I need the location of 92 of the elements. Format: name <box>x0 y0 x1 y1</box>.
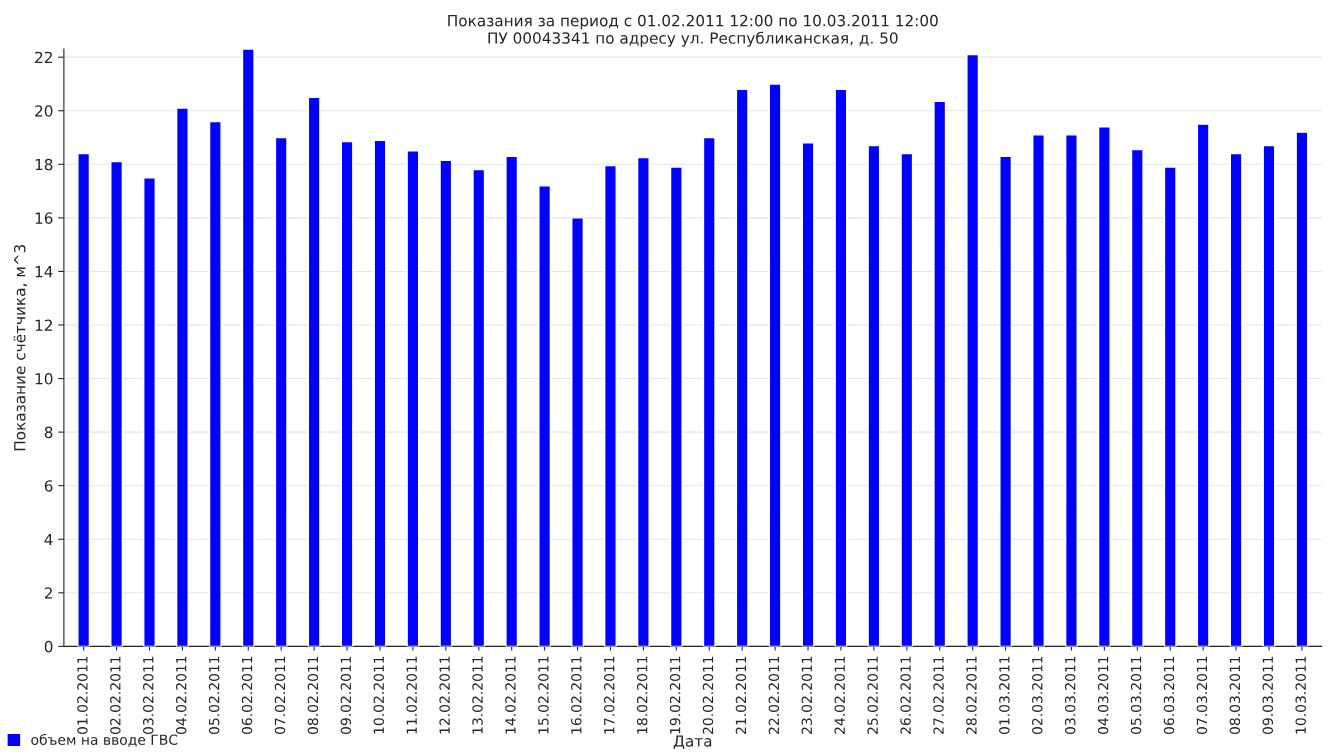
x-tick-label: 01.03.2011 <box>999 656 1010 735</box>
x-tick-label: 02.03.2011 <box>1032 656 1043 735</box>
x-tick-label: 27.02.2011 <box>933 656 944 734</box>
y-tick-label: 0 <box>44 640 53 653</box>
x-tick-label: 21.02.2011 <box>735 656 747 734</box>
bar <box>900 152 914 647</box>
bar <box>966 53 980 647</box>
x-tick-label: 28.02.2011 <box>966 656 977 734</box>
x-tick-label: 05.02.2011 <box>208 656 220 735</box>
y-axis-title: Показание счётчика, м^3 <box>13 244 28 451</box>
x-tick-label: 06.02.2011 <box>241 656 253 735</box>
bar <box>505 155 519 647</box>
y-tick-label: 4 <box>44 533 53 546</box>
x-tick-label: 07.02.2011 <box>274 656 286 735</box>
x-tick-label: 11.02.2011 <box>406 656 417 734</box>
bar <box>307 96 321 647</box>
y-tick-label: 6 <box>44 480 53 492</box>
bar <box>1064 134 1078 647</box>
bar <box>538 185 552 647</box>
y-tick-label: 12 <box>35 319 52 331</box>
x-tick-label: 09.02.2011 <box>340 656 352 735</box>
bar <box>1295 131 1309 647</box>
x-tick-label: 06.03.2011 <box>1163 656 1175 735</box>
bar <box>867 144 881 647</box>
x-tick-label: 07.03.2011 <box>1196 656 1208 735</box>
bar <box>274 136 288 647</box>
y-tick-label: 2 <box>44 587 52 599</box>
x-tick-label: 08.03.2011 <box>1229 656 1241 735</box>
x-tick-label: 13.02.2011 <box>472 656 483 734</box>
legend-label: объем на вводе ГВС <box>31 733 178 747</box>
bar <box>1032 134 1045 647</box>
y-tick-label: 14 <box>35 266 53 278</box>
x-tick-label: 20.02.2011 <box>702 656 714 734</box>
x-tick-label: 19.02.2011 <box>669 656 681 734</box>
x-tick-label: 15.02.2011 <box>538 656 549 734</box>
y-tick-label: 22 <box>35 51 52 63</box>
x-axis-title: Дата <box>673 735 712 749</box>
bar <box>999 155 1013 647</box>
x-tick-label: 05.03.2011 <box>1130 656 1142 735</box>
bar <box>406 150 420 647</box>
bar <box>669 166 683 647</box>
x-tick-label: 08.02.2011 <box>307 656 319 735</box>
bar <box>834 88 848 647</box>
bar <box>77 152 91 647</box>
x-tick-label: 26.02.2011 <box>900 656 911 734</box>
x-tick-label: 04.03.2011 <box>1097 656 1109 735</box>
x-tick-label: 22.02.2011 <box>768 656 780 734</box>
x-tick-label: 14.02.2011 <box>505 656 516 734</box>
bar <box>1229 152 1243 647</box>
x-tick-label: 25.02.2011 <box>867 656 878 734</box>
bar <box>768 83 782 647</box>
y-tick-label: 8 <box>44 426 53 439</box>
x-tick-label: 24.02.2011 <box>834 656 845 734</box>
bar <box>472 168 486 647</box>
y-tick-label: 18 <box>35 158 53 171</box>
bar <box>1262 144 1276 647</box>
bar <box>1163 166 1177 647</box>
x-tick-label: 18.02.2011 <box>636 656 648 734</box>
bar <box>801 142 815 647</box>
x-tick-label: 03.03.2011 <box>1064 656 1076 735</box>
x-tick-label: 01.02.2011 <box>77 656 88 735</box>
x-tick-label: 16.02.2011 <box>571 656 582 734</box>
x-tick-label: 09.03.2011 <box>1262 656 1274 735</box>
y-tick-label: 10 <box>35 373 53 385</box>
bar <box>571 217 584 647</box>
bar <box>933 100 947 647</box>
x-tick-label: 23.02.2011 <box>801 656 813 734</box>
bar <box>175 107 189 647</box>
y-tick-label: 16 <box>35 212 53 224</box>
bar <box>1130 148 1144 647</box>
x-tick-label: 04.02.2011 <box>175 656 187 735</box>
x-tick-label: 10.02.2011 <box>373 656 385 734</box>
x-tick-label: 12.02.2011 <box>439 656 450 734</box>
chart-title: Показания за период с 01.02.2011 12:00 по 10.03.2011 12:00 ПУ 00043341 по адресу ул. Республиканская, д. 50 <box>448 14 938 47</box>
bar <box>110 160 124 647</box>
bar <box>702 136 716 647</box>
x-tick-label: 03.02.2011 <box>143 656 154 735</box>
x-tick-label: 17.02.2011 <box>603 656 615 734</box>
bar <box>636 156 650 647</box>
bar <box>373 139 387 647</box>
x-tick-label: 10.03.2011 <box>1295 656 1306 734</box>
bar <box>1097 126 1111 647</box>
bar <box>208 120 222 647</box>
y-tick-label: 20 <box>35 105 53 117</box>
bar <box>1196 123 1210 647</box>
bar <box>241 49 255 647</box>
bar <box>604 164 617 647</box>
bar <box>143 176 156 647</box>
bar <box>439 159 453 647</box>
bar <box>735 88 749 647</box>
bar <box>340 140 354 647</box>
x-tick-label: 02.02.2011 <box>110 656 121 735</box>
